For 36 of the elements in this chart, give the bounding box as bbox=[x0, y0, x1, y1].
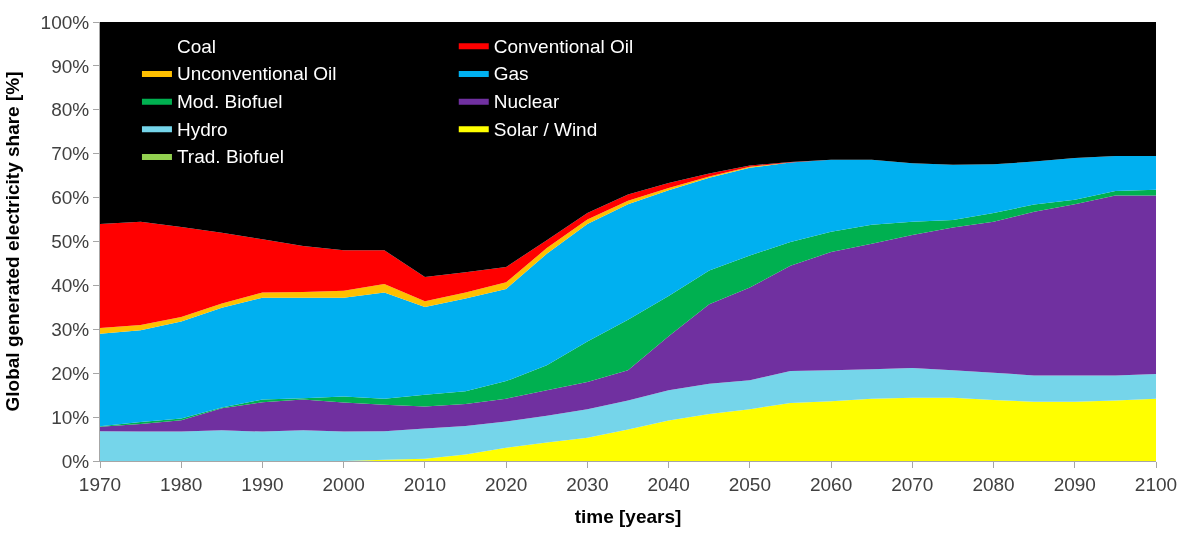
legend-label: Trad. Biofuel bbox=[176, 146, 284, 168]
series-label: Coal bbox=[176, 35, 217, 57]
x-tick-label: 2070 bbox=[891, 473, 934, 495]
y-tick-label: 20% bbox=[51, 362, 90, 384]
legend-label: Hydro bbox=[176, 118, 228, 140]
legend-label: Solar / Wind bbox=[493, 118, 598, 140]
x-tick-label: 2100 bbox=[1134, 473, 1178, 495]
x-tick-label: 1990 bbox=[241, 473, 284, 495]
y-tick-label: 100% bbox=[40, 11, 90, 33]
y-axis-title: Global generated electricity share [%] bbox=[2, 71, 24, 412]
y-tick-label: 30% bbox=[51, 318, 90, 340]
x-tick-label: 2050 bbox=[728, 473, 771, 495]
y-tick-label: 80% bbox=[51, 99, 90, 121]
legend-label: Mod. Biofuel bbox=[176, 91, 283, 113]
x-tick-label: 1980 bbox=[160, 473, 203, 495]
x-tick-label: 2040 bbox=[647, 473, 690, 495]
x-tick-label: 2030 bbox=[566, 473, 609, 495]
x-tick-label: 2060 bbox=[809, 473, 853, 495]
x-tick-label: 1970 bbox=[78, 473, 122, 495]
y-tick-label: 40% bbox=[51, 275, 90, 297]
legend-label: Conventional Oil bbox=[493, 35, 634, 57]
x-tick-label: 2080 bbox=[972, 473, 1015, 495]
y-tick-label: 0% bbox=[61, 450, 90, 472]
x-tick-label: 2020 bbox=[485, 473, 528, 495]
y-tick-label: 50% bbox=[51, 231, 90, 253]
x-tick-label: 2010 bbox=[403, 473, 447, 495]
x-tick-label: 2090 bbox=[1053, 473, 1096, 495]
x-tick-label: 2000 bbox=[322, 473, 365, 495]
legend-label: Unconventional Oil bbox=[176, 63, 337, 85]
y-tick-label: 70% bbox=[51, 143, 90, 165]
x-axis-title: time [years] bbox=[574, 505, 682, 527]
y-tick-label: 60% bbox=[51, 187, 90, 209]
y-tick-label: 10% bbox=[51, 406, 90, 428]
y-tick-label: 90% bbox=[51, 55, 90, 77]
legend-label: Gas bbox=[493, 63, 529, 85]
legend-label: Nuclear bbox=[493, 91, 560, 113]
